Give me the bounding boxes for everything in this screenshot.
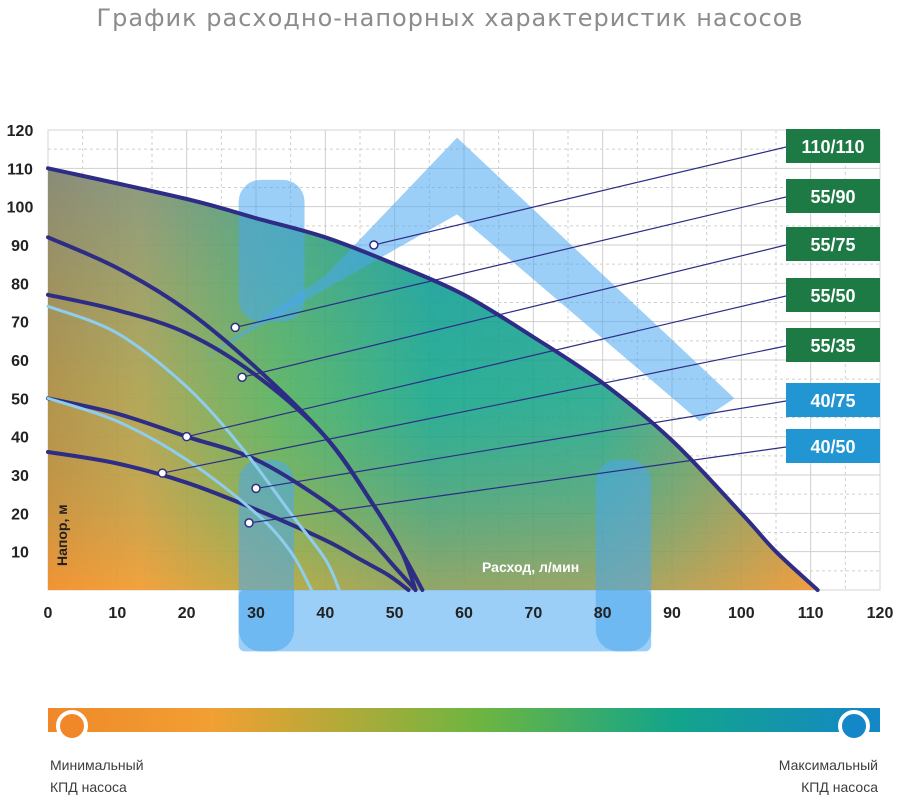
x-tick-110: 110 (798, 605, 824, 622)
y-tick-20: 20 (11, 506, 29, 523)
chart-title: График расходно-напорных характеристик н… (96, 4, 804, 32)
anchor-55-50 (181, 431, 192, 442)
pump-curve-40-75 (46, 304, 341, 592)
max-efficiency-marker (838, 710, 870, 742)
anchor-55-35 (157, 468, 168, 478)
label-box-55-35 (786, 328, 880, 362)
min-efficiency-marker (56, 710, 88, 742)
label-text-55-50: 55/50 (810, 286, 855, 306)
anchor-55-75 (237, 372, 247, 382)
y-tick-50: 50 (11, 391, 29, 408)
anchor-40-75 (251, 483, 261, 494)
leader-40-75 (255, 400, 787, 490)
pump-curve-40-50 (46, 396, 313, 592)
y-tick-80: 80 (11, 276, 29, 293)
pump-curve-55-75 (46, 292, 418, 592)
label-box-110-110 (786, 129, 880, 163)
min-efficiency-label-line2: КПД насоса (50, 779, 127, 795)
leader-55-75 (241, 244, 787, 378)
house-base (238, 590, 652, 652)
x-tick-50: 50 (386, 605, 404, 622)
y-tick-70: 70 (11, 315, 29, 332)
leader-lines (157, 146, 787, 528)
house-roof (200, 137, 735, 422)
y-tick-100: 100 (7, 200, 34, 217)
leader-55-90 (235, 196, 787, 329)
max-efficiency-label: Максимальный КПД насоса (779, 754, 878, 798)
y-tick-10: 10 (11, 545, 29, 562)
house-chimney (238, 179, 305, 322)
y-axis-label: Напор, м (54, 504, 70, 566)
label-text-110-110: 110/110 (801, 137, 864, 157)
label-text-40-50: 40/50 (810, 437, 855, 457)
pump-labels: 110/110 55/90 55/75 55/50 55/35 40/75 40/50 (786, 129, 880, 463)
pump-curves (46, 166, 820, 592)
label-box-40-50 (786, 429, 880, 463)
leader-55-50 (186, 295, 787, 438)
anchor-40-50 (244, 518, 254, 528)
x-tick-10: 10 (108, 605, 126, 622)
anchor-55-90 (230, 322, 240, 333)
pump-curve-55-50 (46, 396, 418, 592)
pump-curve-110-110 (46, 166, 820, 592)
leader-40-50 (248, 446, 787, 524)
min-efficiency-label-line1: Минимальный (50, 757, 144, 773)
max-efficiency-label-line2: КПД насоса (801, 779, 878, 795)
leader-110-110 (373, 146, 787, 246)
label-text-55-75: 55/75 (810, 235, 855, 255)
x-tick-100: 100 (728, 605, 755, 622)
leader-55-35 (162, 345, 787, 474)
y-tick-120: 120 (7, 123, 34, 140)
label-box-55-75 (786, 227, 880, 261)
x-tick-20: 20 (178, 605, 196, 622)
y-tick-40: 40 (11, 430, 29, 447)
anchor-110-110 (369, 240, 379, 250)
x-tick-120: 120 (867, 605, 894, 622)
efficiency-gradient-bar (48, 708, 880, 732)
x-tick-70: 70 (524, 605, 542, 622)
label-text-55-35: 55/35 (810, 336, 855, 356)
y-tick-110: 110 (7, 161, 33, 178)
x-tick-40: 40 (316, 605, 334, 622)
max-efficiency-label-line1: Максимальный (778, 757, 878, 773)
x-tick-0: 0 (44, 605, 53, 622)
min-efficiency-label: Минимальный КПД насоса (50, 754, 144, 798)
x-axis-label: Расход, л/мин (482, 559, 579, 575)
y-tick-30: 30 (11, 468, 29, 485)
axes: 0 10 20 30 40 50 60 70 80 90 100 110 120 10 20 30 40 50 60… (7, 123, 894, 622)
label-box-55-90 (786, 179, 880, 213)
y-tick-60: 60 (11, 353, 29, 370)
x-tick-30: 30 (247, 605, 265, 622)
x-tick-90: 90 (663, 605, 681, 622)
x-tick-80: 80 (594, 605, 612, 622)
pump-curve-55-35 (46, 450, 411, 592)
label-text-40-75: 40/75 (810, 391, 855, 411)
y-tick-90: 90 (11, 238, 29, 255)
label-box-40-75 (786, 383, 880, 417)
label-text-55-90: 55/90 (810, 187, 855, 207)
label-box-55-50 (786, 278, 880, 312)
x-tick-60: 60 (455, 605, 473, 622)
